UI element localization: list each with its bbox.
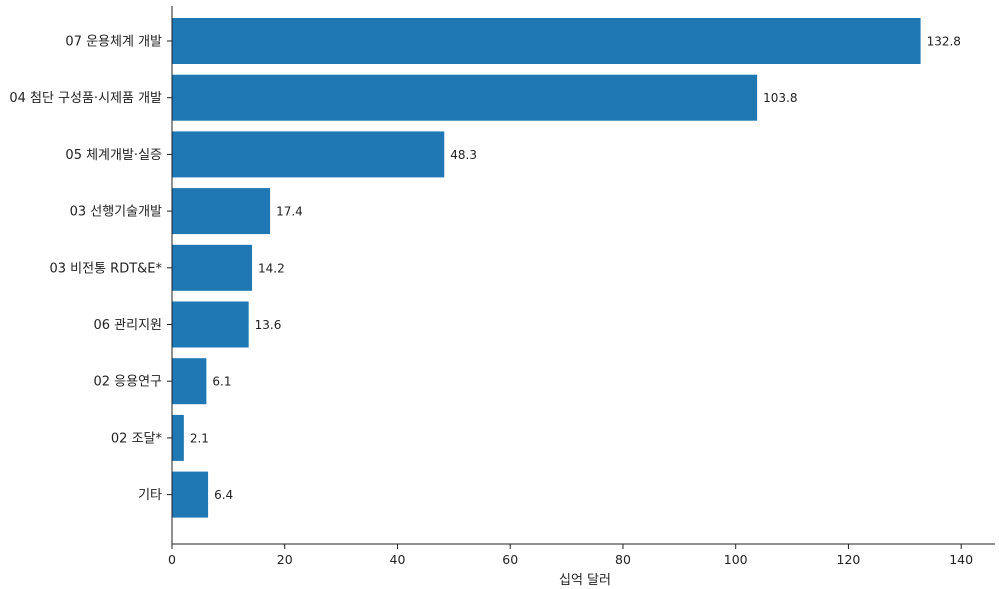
category-label: 06 관리지원 [93,318,162,333]
x-tick-label: 140 [949,552,973,567]
x-tick-label: 120 [837,552,861,567]
x-tick-label: 40 [390,552,406,567]
value-label: 17.4 [276,205,303,219]
axes: 0 20 40 60 80 100 120 140 [167,6,995,567]
bar [172,471,209,518]
category-label: 07 운용체계 개발 [65,35,162,50]
x-tick-label: 60 [502,552,518,567]
x-axis-title: 십억 달러 [559,573,611,588]
value-label: 6.4 [214,488,233,502]
value-label: 13.6 [255,318,282,332]
bar [172,131,445,178]
x-tick-label: 20 [277,552,293,567]
value-label: 6.1 [212,375,231,389]
category-label: 02 조달* [111,431,163,446]
bar [172,74,758,121]
category-label: 04 첨단 구성품·시제품 개발 [9,91,162,106]
bar [172,188,271,235]
bar [172,414,184,461]
value-label: 48.3 [450,148,477,162]
value-label: 103.8 [763,91,797,105]
value-label: 2.1 [190,431,209,445]
category-label: 03 선행기술개발 [70,204,162,220]
bar [172,244,253,291]
bar [172,18,921,64]
category-label: 기타 [138,488,162,503]
value-labels: 132.8 103.8 48.3 17.4 14.2 13.6 6.1 2.1 6.4 [190,35,961,503]
x-tick-label: 100 [724,552,748,567]
bar [172,358,207,405]
category-label: 05 체계개발·실증 [65,148,162,163]
x-tick-label: 80 [615,552,631,567]
bar [172,301,249,348]
category-labels: 07 운용체계 개발 04 첨단 구성품·시제품 개발 05 체계개발·실증 03 선… [9,35,162,504]
x-tick-label: 0 [168,552,176,567]
category-label: 02 응용연구 [93,375,162,390]
bars-layer [172,18,921,518]
value-label: 132.8 [927,35,961,49]
category-label: 03 비전통 RDT&E* [49,261,162,276]
value-label: 14.2 [258,261,285,275]
